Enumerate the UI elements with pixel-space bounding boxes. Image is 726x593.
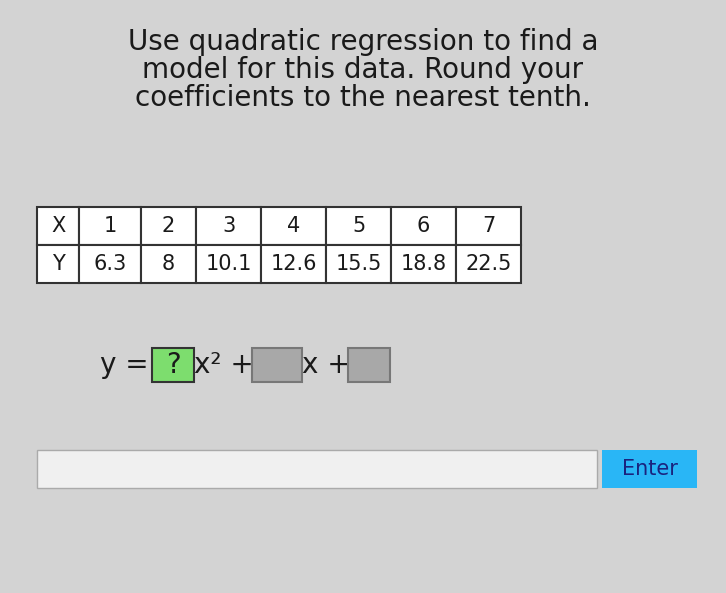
Bar [79,207,141,245]
Text: ?: ? [166,351,180,379]
Text: Enter: Enter [621,459,677,479]
Text: 7: 7 [482,216,495,236]
Text: model for this data. Round your: model for this data. Round your [142,56,584,84]
Text: 3: 3 [222,216,235,236]
Bar [79,245,141,283]
Bar [391,245,456,283]
Bar [252,348,302,382]
Bar [152,348,194,382]
Text: 22.5: 22.5 [465,254,512,274]
Bar [141,207,196,245]
Text: Y: Y [52,254,65,274]
Text: y =: y = [100,351,158,379]
Text: x² +: x² + [194,351,263,379]
Bar [456,207,521,245]
Text: 6.3: 6.3 [94,254,126,274]
Bar [37,450,597,488]
Text: 5: 5 [352,216,365,236]
Text: 4: 4 [287,216,300,236]
Text: Use quadratic regression to find a: Use quadratic regression to find a [128,28,598,56]
Bar [456,245,521,283]
Bar [37,245,79,283]
Text: 18.8: 18.8 [401,254,446,274]
Text: X: X [51,216,65,236]
Bar [141,245,196,283]
Text: 10.1: 10.1 [205,254,252,274]
Text: coefficients to the nearest tenth.: coefficients to the nearest tenth. [135,84,591,112]
Bar [348,348,390,382]
Text: 8: 8 [162,254,175,274]
Bar [391,207,456,245]
Bar [602,450,697,488]
Text: 12.6: 12.6 [270,254,317,274]
Bar [196,207,261,245]
Text: 6: 6 [417,216,431,236]
Bar [37,207,79,245]
Bar [326,245,391,283]
Bar [196,245,261,283]
Bar [326,207,391,245]
Text: 1: 1 [103,216,117,236]
Bar [261,245,326,283]
Text: 15.5: 15.5 [335,254,382,274]
Bar [261,207,326,245]
Text: x +: x + [302,351,359,379]
Text: 2: 2 [162,216,175,236]
